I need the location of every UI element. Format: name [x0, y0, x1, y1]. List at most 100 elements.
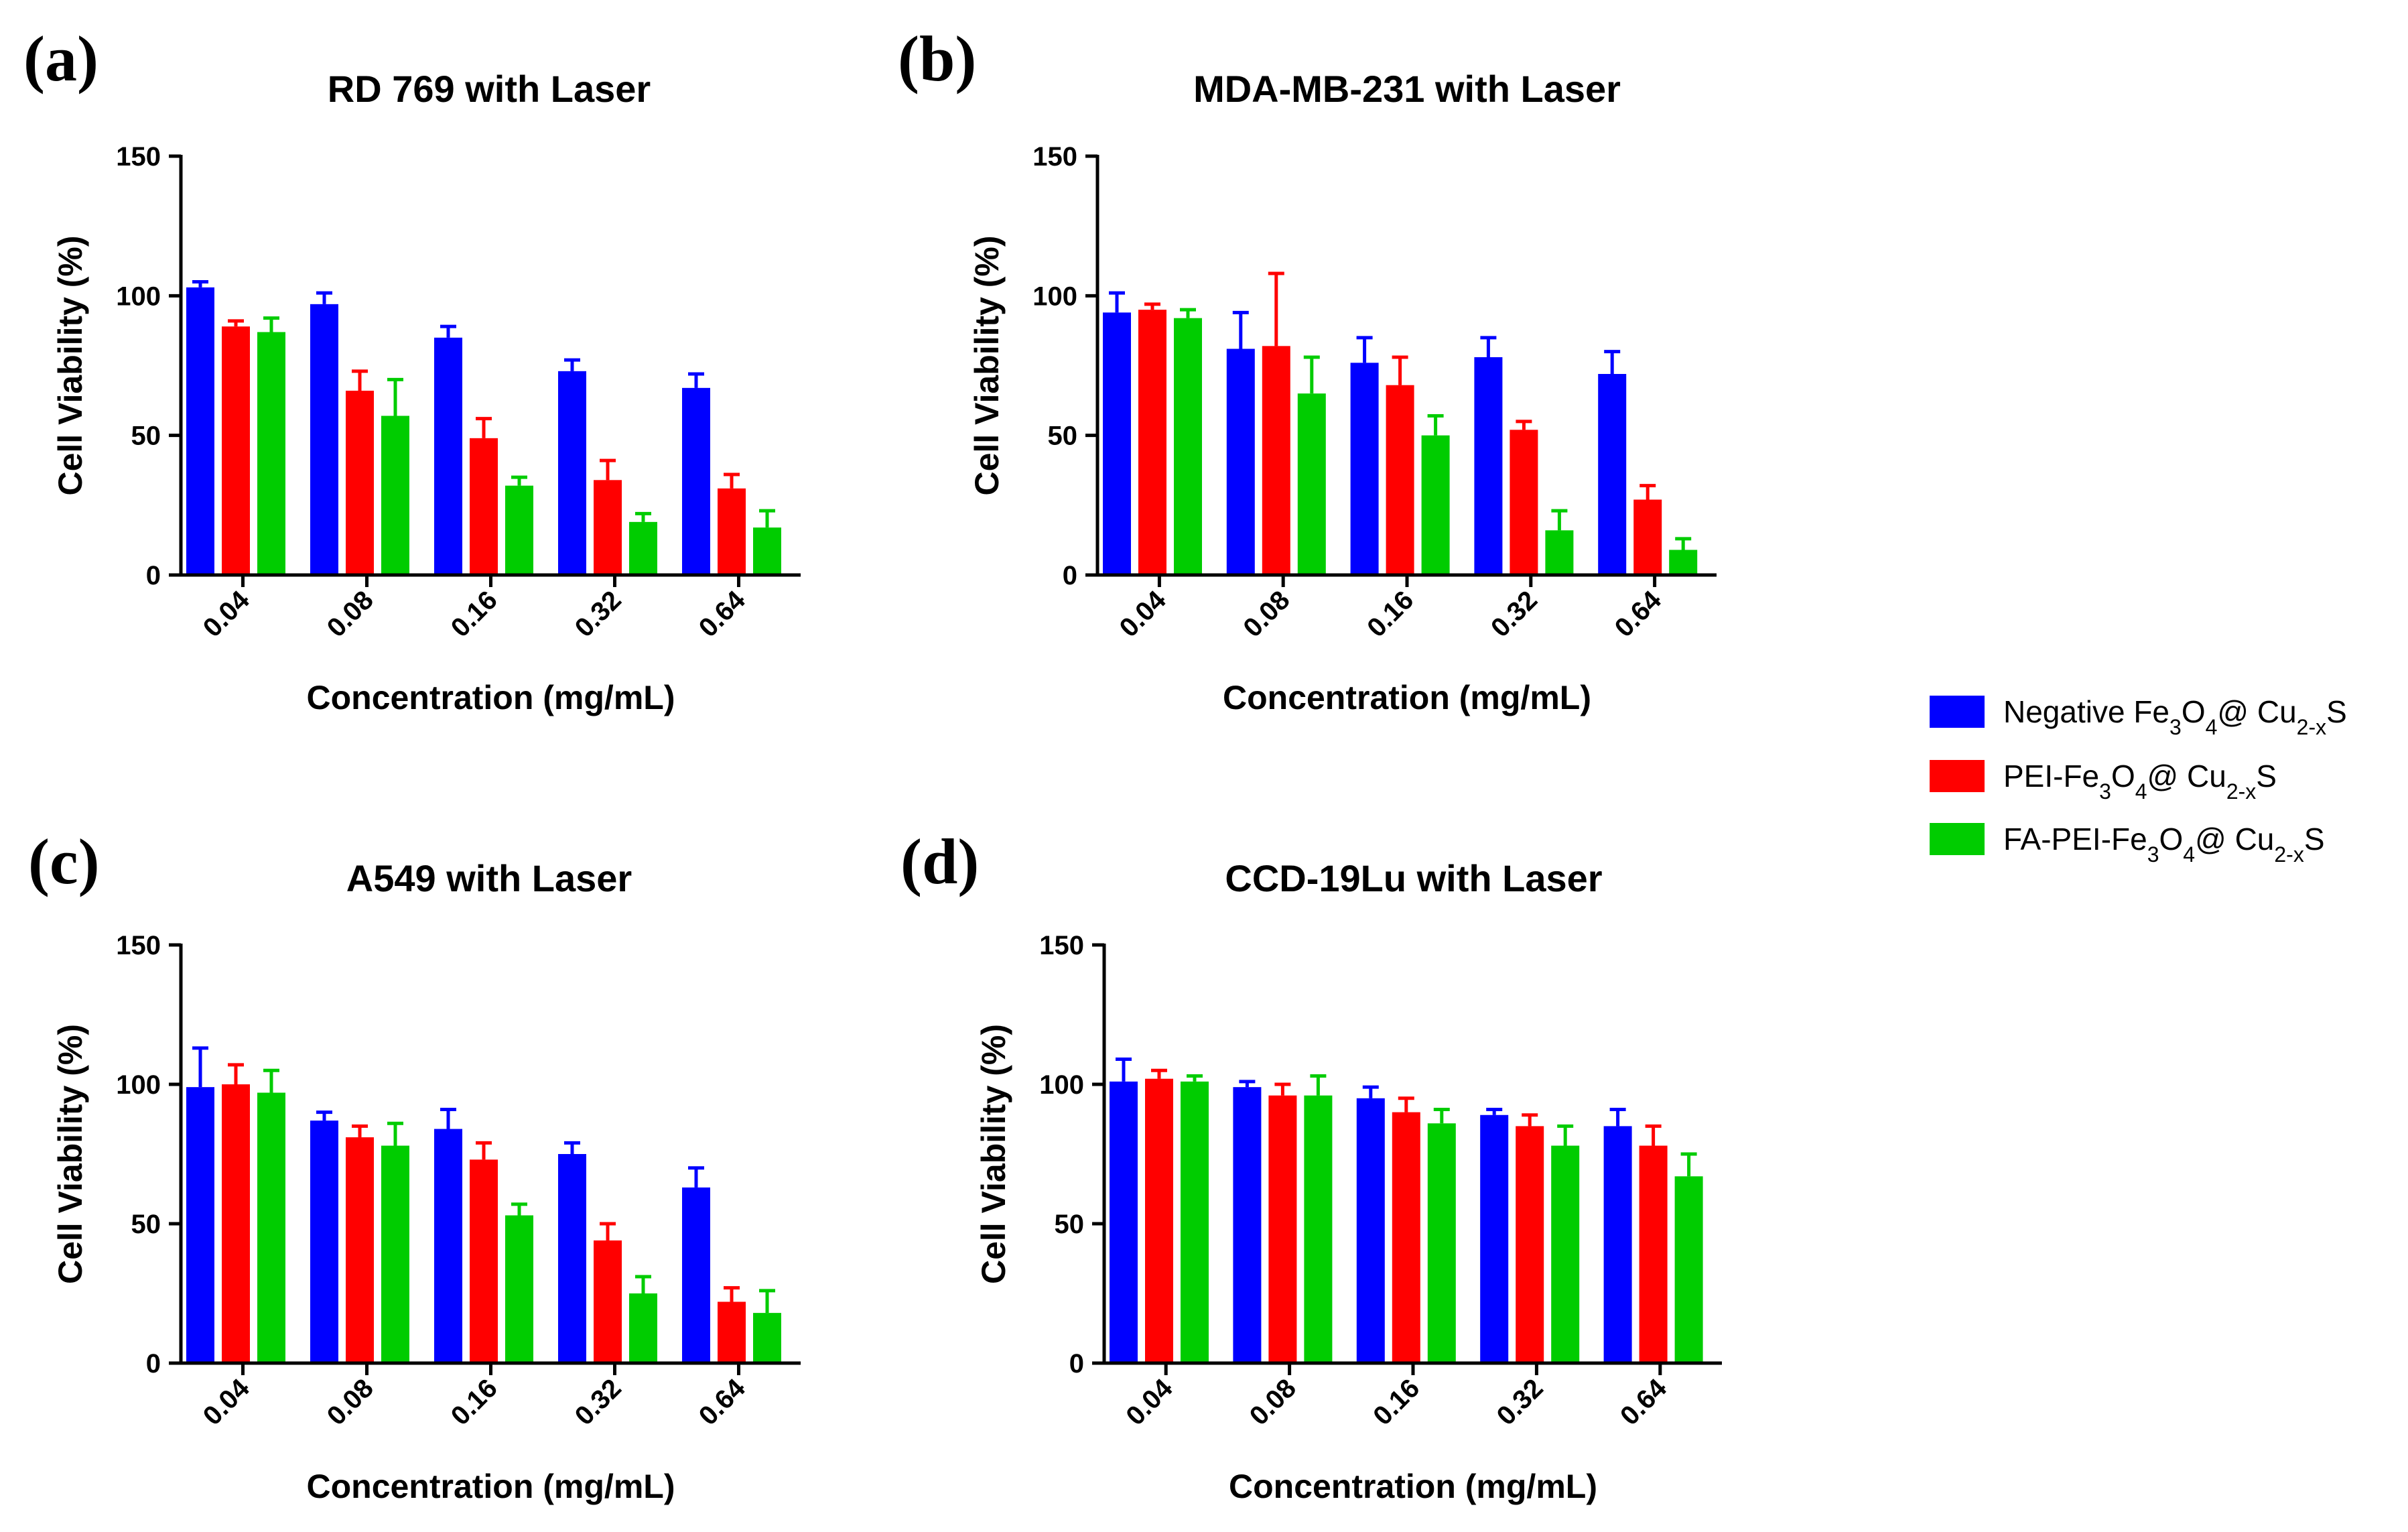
x-tick-label: 0.04: [198, 1373, 256, 1431]
bar-0.16-series-3: [1421, 435, 1450, 575]
bar-0.64-series-3: [753, 1313, 781, 1363]
bar-0.04-series-1: [186, 1087, 214, 1363]
chart-title: A549 with Laser: [346, 857, 632, 899]
y-tick-label: 50: [1048, 422, 1078, 451]
bar-0.04-series-1: [1103, 312, 1131, 575]
y-tick-label: 150: [1039, 931, 1084, 960]
bar-0.04-series-3: [1181, 1081, 1209, 1363]
y-tick-label: 0: [146, 561, 161, 590]
bar-0.32-series-3: [629, 1293, 657, 1363]
y-tick-label: 50: [131, 422, 161, 451]
panel-letter: (b): [898, 23, 976, 94]
bar-0.32-series-2: [594, 1240, 622, 1363]
bar-0.32-series-3: [1545, 530, 1574, 575]
bar-0.32-series-1: [558, 371, 586, 575]
y-tick-label: 50: [131, 1210, 161, 1239]
x-tick-label: 0.08: [1244, 1373, 1302, 1431]
y-tick-label: 150: [116, 142, 161, 172]
bar-0.32-series-1: [1474, 357, 1503, 575]
bar-0.32-series-2: [1516, 1126, 1544, 1363]
bar-0.04-series-3: [1174, 318, 1202, 575]
bar-0.04-series-3: [257, 332, 285, 575]
chart-panel-4: (d) CCD-19Lu with Laser 0 50 100 150 0.04 0.08 0…: [900, 826, 1722, 1505]
bar-0.16-series-2: [1392, 1112, 1420, 1363]
bar-0.04-series-2: [222, 326, 250, 575]
chart-title: RD 769 with Laser: [328, 68, 651, 110]
bar-0.08-series-3: [381, 1145, 409, 1363]
x-tick-label: 0.64: [693, 585, 752, 643]
y-tick-label: 0: [146, 1349, 161, 1379]
y-tick-label: 150: [1032, 142, 1077, 172]
legend-swatch-1: [1930, 696, 1985, 728]
bar-0.32-series-2: [1510, 430, 1538, 575]
legend: Negative Fe3O4@ Cu2-xS PEI-Fe3O4@ Cu2-xS F…: [1930, 694, 2347, 867]
bar-0.64-series-2: [1633, 499, 1662, 575]
x-tick-label: 0.04: [198, 585, 256, 643]
bar-0.64-series-3: [1674, 1176, 1703, 1363]
chart-panel-1: (a) RD 769 with Laser 0 50 100 150 0.04 0.08 0.1…: [23, 23, 801, 716]
legend-swatch-3: [1930, 823, 1985, 855]
x-tick-label: 0.64: [1609, 585, 1668, 643]
bar-0.32-series-3: [629, 521, 657, 575]
bar-0.64-series-1: [682, 387, 710, 575]
x-axis-label: Concentration (mg/mL): [307, 679, 675, 716]
chart-title: MDA-MB-231 with Laser: [1193, 68, 1621, 110]
bar-0.16-series-1: [434, 337, 462, 575]
bar-0.08-series-3: [1297, 393, 1326, 575]
bar-0.64-series-3: [753, 527, 781, 575]
y-axis-label: Cell Viability (%): [52, 235, 89, 495]
x-tick-label: 0.32: [570, 1373, 627, 1431]
bar-0.16-series-2: [470, 438, 498, 575]
legend-label-1: Negative Fe3O4@ Cu2-xS: [2003, 694, 2347, 739]
panel-letter: (a): [23, 23, 98, 94]
bar-0.04-series-2: [222, 1084, 250, 1363]
y-tick-label: 0: [1063, 561, 1077, 590]
bar-0.08-series-1: [310, 304, 338, 575]
x-tick-label: 0.16: [1361, 585, 1419, 643]
panel-letter: (c): [28, 826, 100, 897]
x-tick-label: 0.64: [693, 1373, 752, 1431]
bar-0.32-series-1: [1480, 1114, 1509, 1363]
bar-0.32-series-1: [558, 1154, 586, 1363]
legend-swatch-2: [1930, 760, 1985, 792]
x-tick-label: 0.08: [322, 585, 379, 643]
bar-0.64-series-3: [1669, 550, 1698, 575]
bar-0.16-series-1: [1350, 363, 1379, 575]
bar-0.64-series-2: [718, 1301, 746, 1363]
y-tick-label: 100: [1032, 281, 1077, 311]
y-tick-label: 100: [116, 1070, 161, 1100]
x-tick-label: 0.32: [1491, 1373, 1549, 1431]
x-tick-label: 0.32: [570, 585, 627, 643]
y-tick-label: 100: [1039, 1070, 1084, 1100]
bar-0.04-series-1: [1110, 1081, 1138, 1363]
y-tick-label: 0: [1069, 1349, 1084, 1379]
bar-0.64-series-2: [1639, 1145, 1668, 1363]
bar-0.04-series-1: [186, 287, 214, 575]
bar-0.16-series-3: [1427, 1123, 1456, 1363]
bar-0.08-series-2: [1268, 1095, 1297, 1363]
bar-0.32-series-3: [1551, 1145, 1580, 1363]
x-axis-label: Concentration (mg/mL): [1223, 679, 1591, 716]
bar-0.08-series-1: [310, 1121, 338, 1363]
x-axis-label: Concentration (mg/mL): [307, 1468, 675, 1505]
x-tick-label: 0.04: [1120, 1373, 1179, 1431]
bar-0.08-series-2: [1262, 346, 1290, 575]
bar-0.08-series-3: [381, 416, 409, 575]
bar-0.64-series-1: [682, 1187, 710, 1363]
bar-0.08-series-2: [346, 391, 374, 575]
bar-0.32-series-2: [594, 480, 622, 575]
bar-0.08-series-1: [1226, 348, 1255, 575]
bar-0.04-series-3: [257, 1092, 285, 1363]
x-tick-label: 0.16: [446, 1373, 503, 1431]
bar-0.16-series-1: [1356, 1098, 1385, 1363]
bar-0.04-series-2: [1145, 1078, 1173, 1363]
chart-title: CCD-19Lu with Laser: [1225, 857, 1602, 899]
legend-label-2: PEI-Fe3O4@ Cu2-xS: [2003, 759, 2277, 804]
y-axis-label: Cell Viability (%): [975, 1024, 1012, 1284]
legend-label-3: FA-PEI-Fe3O4@ Cu2-xS: [2003, 822, 2325, 867]
y-axis-label: Cell Viability (%): [968, 235, 1006, 495]
x-tick-label: 0.08: [1238, 585, 1295, 643]
bar-0.04-series-2: [1138, 310, 1166, 575]
x-tick-label: 0.16: [1367, 1373, 1425, 1431]
